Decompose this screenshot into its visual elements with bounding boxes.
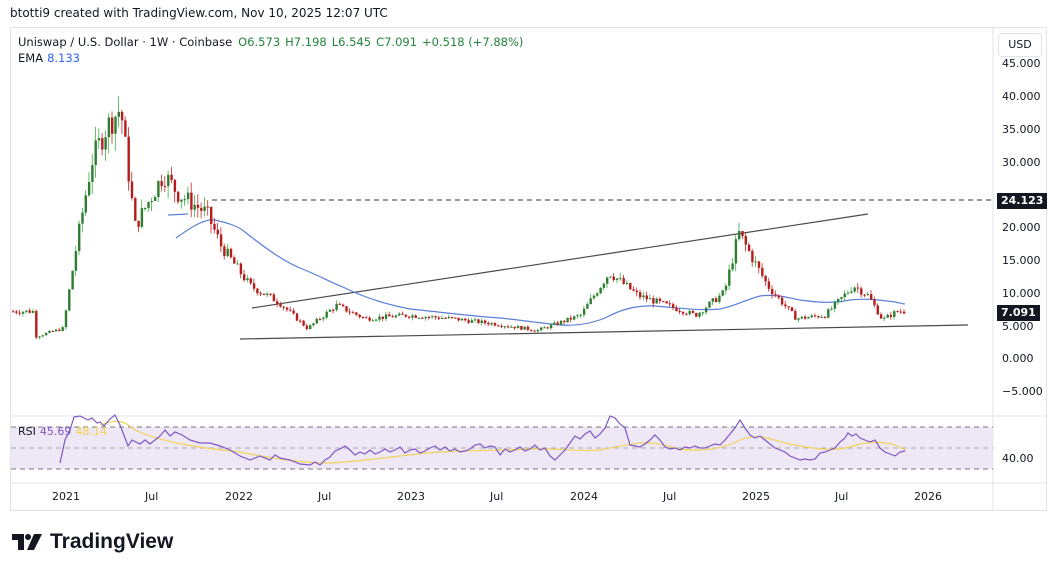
price-tick: 10.000 xyxy=(1002,287,1041,300)
time-tick: Jul xyxy=(144,490,158,503)
ema-line xyxy=(175,219,906,326)
open-value: O6.573 xyxy=(238,35,281,49)
price-tick: −5.000 xyxy=(1002,385,1043,398)
symbol-title[interactable]: Uniswap / U.S. Dollar · 1W · Coinbase xyxy=(18,35,233,49)
level-price-badge: 24.123 xyxy=(997,193,1048,209)
close-value: C7.091 xyxy=(376,35,418,49)
chart-legend: Uniswap / U.S. Dollar · 1W · Coinbase O6.… xyxy=(18,34,528,66)
rsi-line xyxy=(59,414,906,466)
time-tick: 2026 xyxy=(914,490,942,503)
candlesticks xyxy=(12,96,906,340)
price-axis: 45.000 40.000 35.000 30.000 20.000 15.00… xyxy=(1002,57,1043,398)
rsi-legend: RSI 45.69 48.14 xyxy=(18,425,107,438)
rsi-label[interactable]: RSI xyxy=(18,425,36,438)
ema-early xyxy=(167,213,189,216)
time-axis: 2021 Jul 2022 Jul 2023 Jul 2024 Jul 2025… xyxy=(52,490,942,503)
price-tick: 20.000 xyxy=(1002,221,1041,234)
high-value: H7.198 xyxy=(285,35,327,49)
currency-button[interactable]: USD xyxy=(998,33,1042,57)
price-tick: 45.000 xyxy=(1002,57,1041,70)
price-tick: 40.000 xyxy=(1002,90,1041,103)
tradingview-logo-icon xyxy=(12,534,42,550)
time-tick: 2021 xyxy=(52,490,80,503)
time-tick: 2024 xyxy=(570,490,598,503)
ohlc-values: O6.573 H7.198 L6.545 C7.091 +0.518 (+7.88%) xyxy=(238,35,528,49)
time-tick: Jul xyxy=(317,490,331,503)
rsi-value: 45.69 xyxy=(39,425,72,438)
change-value: +0.518 (+7.88%) xyxy=(422,35,524,49)
brand-name: TradingView xyxy=(50,530,174,553)
rsi-ma-value: 48.14 xyxy=(75,425,107,438)
price-tick: 5.000 xyxy=(1002,320,1034,333)
last-price-badge: 7.091 xyxy=(997,305,1040,321)
price-tick: 30.000 xyxy=(1002,156,1041,169)
time-tick: 2025 xyxy=(742,490,770,503)
time-tick: Jul xyxy=(662,490,676,503)
price-tick: 15.000 xyxy=(1002,254,1041,267)
time-tick: 2023 xyxy=(397,490,425,503)
support-trendline[interactable] xyxy=(239,324,969,340)
time-tick: Jul xyxy=(834,490,848,503)
chart-credit: btotti9 created with TradingView.com, No… xyxy=(10,6,388,20)
time-tick: Jul xyxy=(489,490,503,503)
tradingview-logo[interactable]: TradingView xyxy=(12,530,173,554)
rsi-axis-tick: 40.00 xyxy=(1002,452,1034,465)
price-tick: 35.000 xyxy=(1002,123,1041,136)
low-value: L6.545 xyxy=(331,35,372,49)
ema-value: 8.133 xyxy=(47,51,80,65)
ema-label[interactable]: EMA xyxy=(18,51,44,65)
time-tick: 2022 xyxy=(225,490,253,503)
price-tick: 0.000 xyxy=(1002,352,1034,365)
